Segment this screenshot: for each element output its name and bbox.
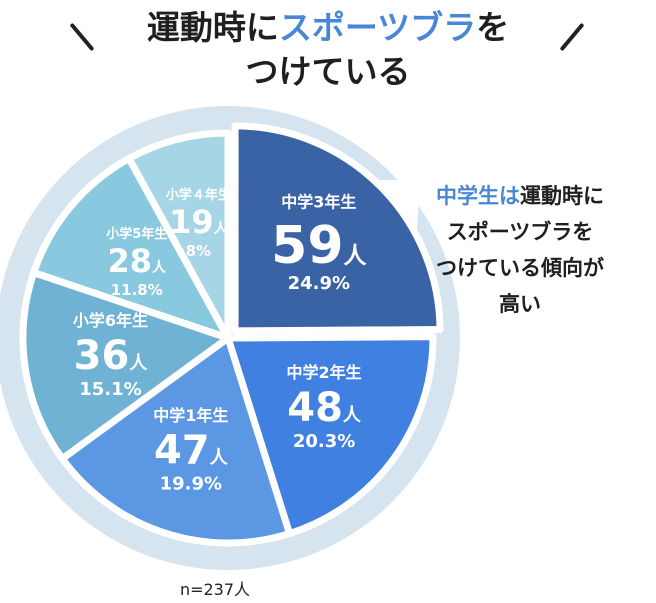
pie-slice-1 [224, 333, 437, 538]
slice-percent-1: 20.3% [293, 431, 355, 452]
callout-line3: つけている傾向が [436, 256, 604, 280]
callout-line4: 高い [499, 292, 541, 316]
slice-percent-5: 8% [186, 242, 211, 260]
callout-line1: 運動時に [520, 184, 604, 208]
title-part1: 運動時に [146, 8, 279, 47]
slice-percent-3: 15.1% [79, 379, 141, 400]
title-part2: を [476, 8, 510, 47]
sample-size-footnote: n=237人 [179, 580, 251, 599]
slice-count-5: 19人 [169, 203, 229, 241]
pie-slice-3 [19, 269, 232, 463]
slice-percent-4: 11.8% [111, 281, 163, 299]
slice-label-0: 中学3年生 [281, 193, 356, 212]
title-line2: つけている [245, 52, 411, 91]
slice-label-5: 小学４年生 [166, 187, 231, 203]
slice-percent-0: 24.9% [288, 273, 350, 294]
pie-slice-5 [125, 129, 232, 342]
slice-label-3: 小学6年生 [73, 311, 148, 330]
callout-accent: 中学生は [436, 184, 520, 208]
slice-count-1: 48人 [287, 385, 362, 431]
callout-line2: スポーツブラを [446, 220, 594, 244]
callout-text: 中学生は運動時に スポーツブラを つけている傾向が 高い [402, 178, 638, 322]
title-accent: スポーツブラ [278, 8, 477, 47]
pie-slice-2 [58, 334, 294, 547]
slice-label-2: 中学1年生 [153, 406, 228, 425]
slice-label-1: 中学2年生 [287, 363, 362, 382]
pie-slice-0 [231, 122, 444, 335]
slice-count-3: 36人 [74, 333, 149, 379]
slice-percent-2: 19.9% [160, 474, 222, 495]
slice-label-4: 小学5年生 [106, 226, 167, 242]
slice-count-0: 59人 [271, 216, 367, 276]
chart-title: 運動時にスポーツブラを つけている [0, 6, 656, 94]
pie-slice-4 [30, 154, 232, 342]
slice-count-4: 28人 [107, 242, 167, 280]
slice-count-2: 47人 [154, 428, 229, 474]
